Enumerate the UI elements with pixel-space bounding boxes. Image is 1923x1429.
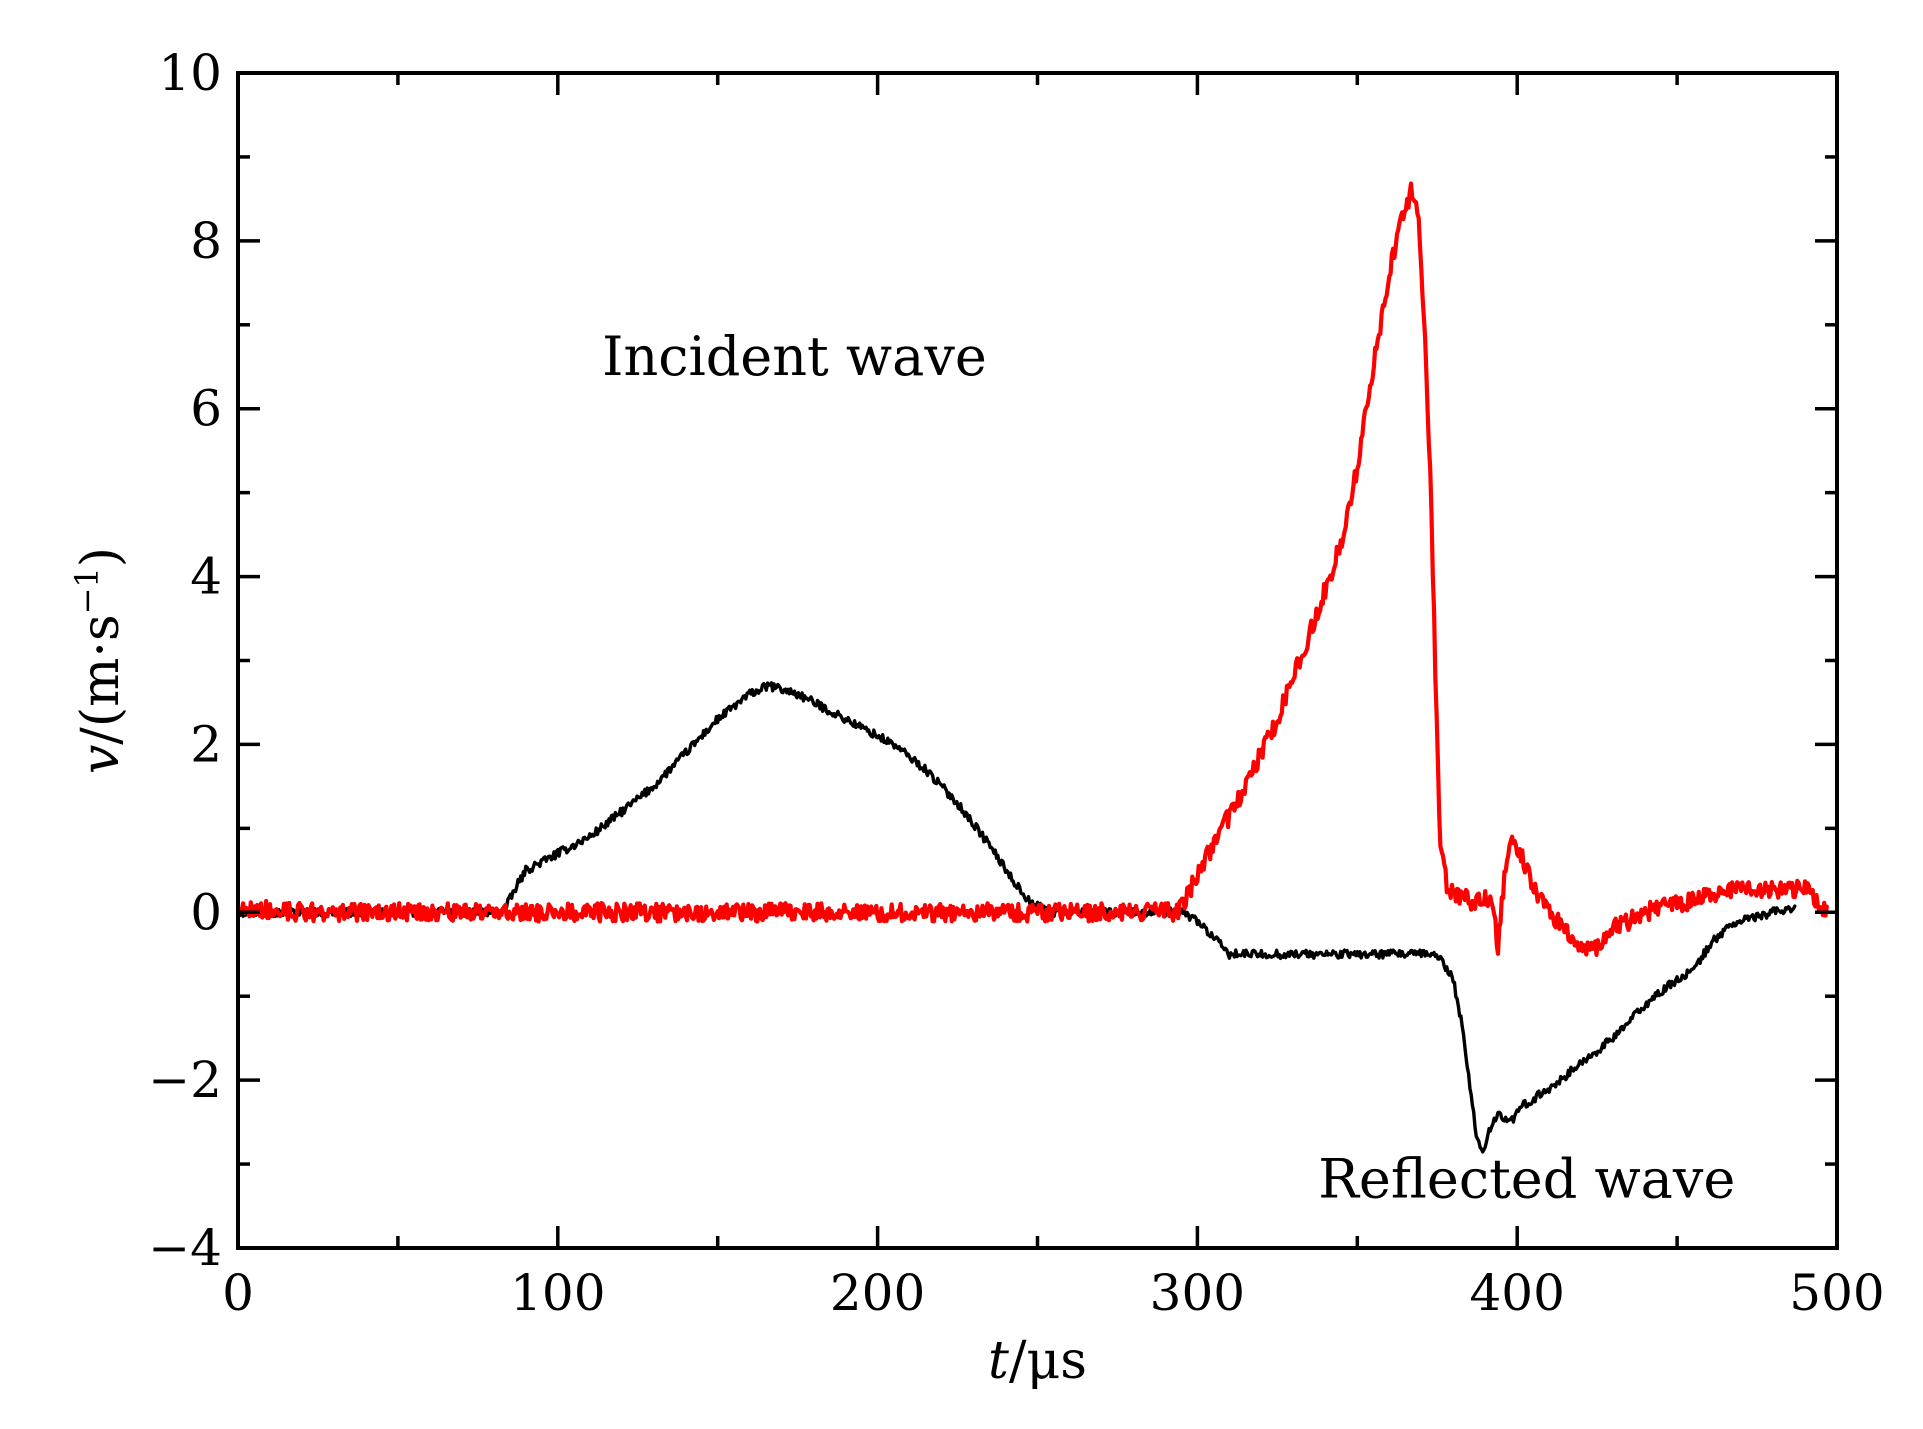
y-tick-label: 8 [190, 212, 222, 270]
x-tick-labels: 0 100 200 300 400 500 [222, 1264, 1885, 1322]
x-tick-label: 100 [510, 1264, 605, 1322]
y-tick-label: 6 [190, 380, 222, 438]
transmitted-wave-line [235, 181, 1829, 958]
x-tick-label: 400 [1469, 1264, 1564, 1322]
y-axis-title: v/(m·s−1) [68, 547, 131, 774]
x-axis-variable: t [988, 1331, 1009, 1391]
y-tick-labels: −4 −2 0 2 4 6 8 10 [148, 44, 222, 1277]
tick-layer [236, 71, 1839, 1250]
y-axis-unit-close: ) [71, 547, 131, 567]
y-tick-label: −4 [148, 1219, 222, 1277]
x-tick-label: 0 [222, 1264, 254, 1322]
y-tick-label: 4 [190, 548, 222, 606]
x-tick-label: 500 [1789, 1264, 1884, 1322]
series-layer [235, 181, 1829, 1154]
y-tick-label: 0 [190, 883, 222, 941]
y-tick-label: −2 [148, 1051, 222, 1109]
x-tick-label: 200 [830, 1264, 925, 1322]
x-axis-unit: /μs [1009, 1331, 1087, 1391]
y-tick-label: 10 [158, 44, 222, 102]
y-axis-unit-exponent: −1 [68, 567, 106, 614]
y-axis-unit-base: /(m·s [71, 614, 131, 744]
x-axis-title: t/μs [988, 1331, 1087, 1391]
x-tick-label: 300 [1150, 1264, 1245, 1322]
annotation-label: Reflected wave [1318, 1148, 1735, 1211]
y-axis-variable: v [71, 745, 131, 774]
y-tick-label: 2 [190, 715, 222, 773]
annotation-label: Incident wave [602, 325, 987, 388]
